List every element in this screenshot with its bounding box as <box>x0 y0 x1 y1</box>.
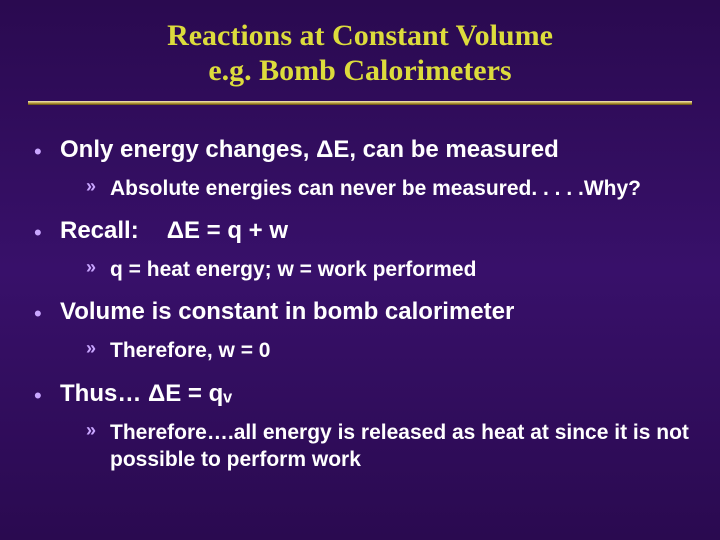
bullet-item: • Recall: ΔE = q + w <box>28 216 692 246</box>
sub-bullet-item: » Therefore….all energy is released as h… <box>28 419 692 474</box>
bullet-text: Thus… ΔE = qᵥ <box>60 379 232 409</box>
bullet-text: Only energy changes, ΔE, can be measured <box>60 135 559 165</box>
bullet-prefix: Recall: <box>60 217 139 244</box>
chevron-icon: » <box>86 337 100 360</box>
bullet-dot-icon: • <box>34 135 46 163</box>
bullet-equation: ΔE = q + w <box>167 217 288 244</box>
sub-bullet-item: » Therefore, w = 0 <box>28 337 692 364</box>
bullet-dot-icon: • <box>34 379 46 407</box>
bullet-dot-icon: • <box>34 297 46 325</box>
bullet-text: Volume is constant in bomb calorimeter <box>60 297 514 327</box>
sub-bullet-text: Therefore, w = 0 <box>110 337 270 364</box>
sub-bullet-item: » q = heat energy; w = work performed <box>28 256 692 283</box>
slide-title: Reactions at Constant Volume e.g. Bomb C… <box>28 18 692 99</box>
slide: Reactions at Constant Volume e.g. Bomb C… <box>0 0 720 540</box>
bullet-item: • Volume is constant in bomb calorimeter <box>28 297 692 327</box>
bullet-text: Recall: ΔE = q + w <box>60 216 288 246</box>
chevron-icon: » <box>86 256 100 279</box>
bullet-item: • Only energy changes, ΔE, can be measur… <box>28 135 692 165</box>
chevron-icon: » <box>86 419 100 442</box>
sub-bullet-text: Absolute energies can never be measured.… <box>110 175 641 202</box>
sub-bullet-text: q = heat energy; w = work performed <box>110 256 476 283</box>
title-line-1: Reactions at Constant Volume <box>68 18 652 53</box>
bullet-item: • Thus… ΔE = qᵥ <box>28 379 692 409</box>
slide-body: • Only energy changes, ΔE, can be measur… <box>28 105 692 473</box>
title-line-2: e.g. Bomb Calorimeters <box>68 53 652 88</box>
sub-bullet-text: Therefore….all energy is released as hea… <box>110 419 692 474</box>
chevron-icon: » <box>86 175 100 198</box>
bullet-dot-icon: • <box>34 216 46 244</box>
sub-bullet-item: » Absolute energies can never be measure… <box>28 175 692 202</box>
